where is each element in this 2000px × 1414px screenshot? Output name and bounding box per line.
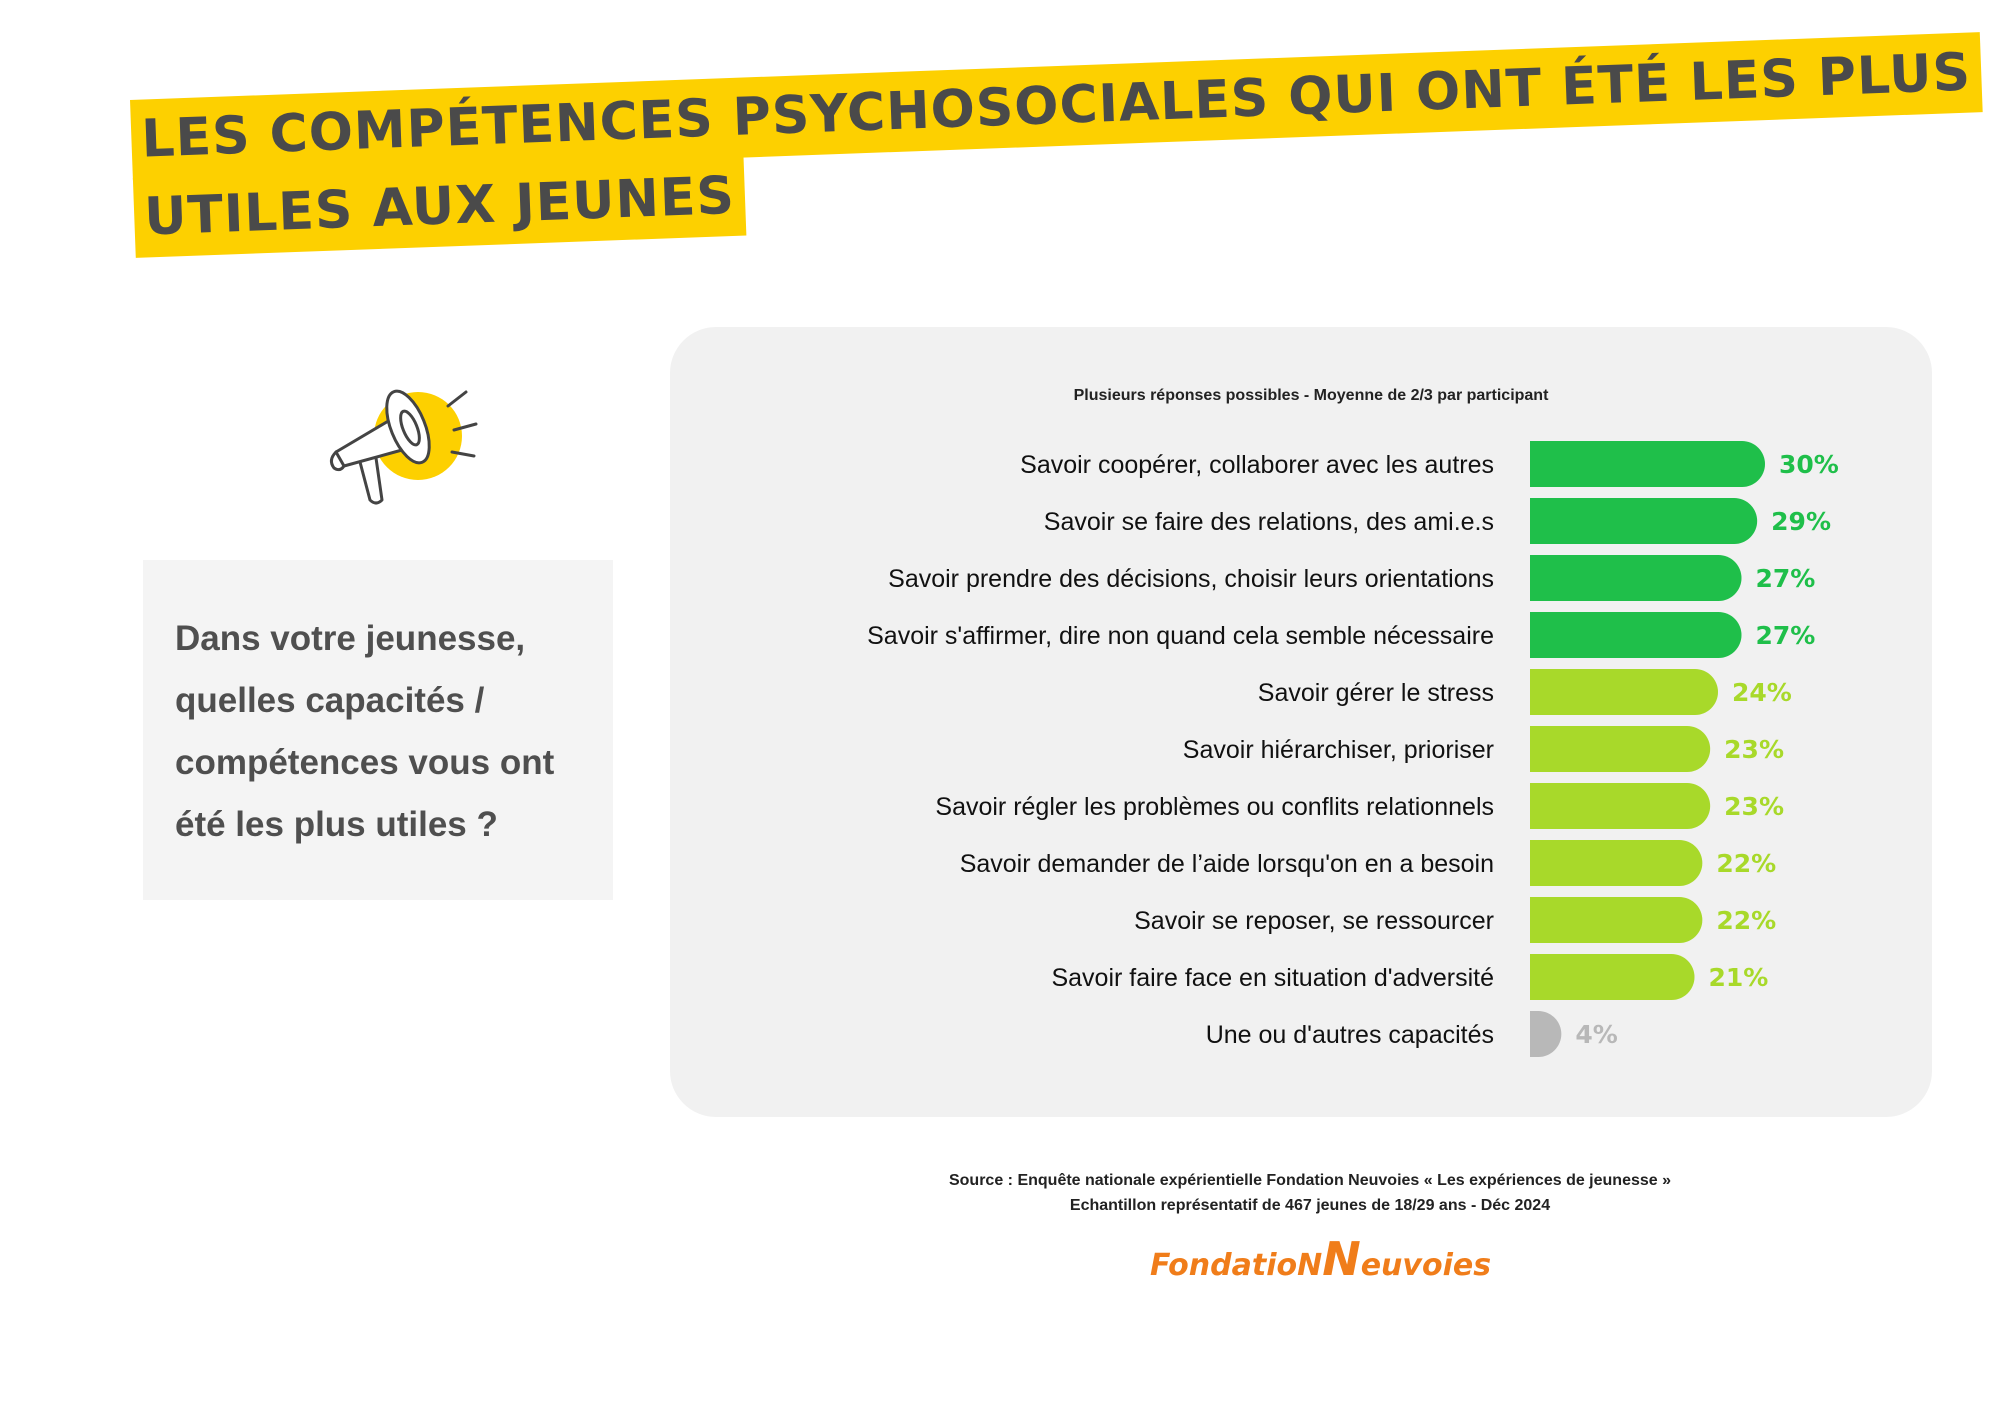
megaphone-icon xyxy=(320,380,500,520)
category-label: Savoir coopérer, collaborer avec les aut… xyxy=(1020,451,1494,479)
category-label: Savoir se faire des relations, des ami.e… xyxy=(1044,508,1494,536)
source-line-2: Echantillon représentatif de 467 jeunes … xyxy=(1069,1197,1551,1214)
bar xyxy=(1530,441,1765,487)
bar xyxy=(1530,897,1703,943)
value-label: 4% xyxy=(1575,1020,1617,1049)
bar xyxy=(1530,612,1742,658)
category-label: Savoir régler les problèmes ou conflits … xyxy=(935,793,1494,821)
bar xyxy=(1530,954,1695,1000)
category-label: Savoir prendre des décisions, choisir le… xyxy=(888,565,1494,593)
value-label: 23% xyxy=(1724,735,1784,764)
value-label: 27% xyxy=(1756,621,1816,650)
category-label: Une ou d'autres capacités xyxy=(1206,1021,1494,1049)
value-label: 22% xyxy=(1716,906,1776,935)
category-label: Savoir gérer le stress xyxy=(1258,679,1494,707)
value-label: 22% xyxy=(1716,849,1776,878)
category-label: Savoir demander de l’aide lorsqu'on en a… xyxy=(960,850,1494,878)
bar xyxy=(1530,555,1742,601)
bar-chart: Plusieurs réponses possibles - Moyenne d… xyxy=(867,387,1839,1057)
bar xyxy=(1530,498,1758,544)
bar xyxy=(1530,669,1718,715)
bar xyxy=(1530,783,1711,829)
category-label: Savoir se reposer, se ressourcer xyxy=(1134,907,1494,935)
bar xyxy=(1530,1011,1562,1057)
source-note: Source : Enquête nationale expérientiell… xyxy=(880,1168,1740,1218)
question-box: Dans votre jeunesse, quelles capacités /… xyxy=(143,560,613,900)
chart-subtitle: Plusieurs réponses possibles - Moyenne d… xyxy=(1074,387,1549,404)
category-label: Savoir faire face en situation d'adversi… xyxy=(1051,964,1494,992)
bar xyxy=(1530,840,1703,886)
value-label: 21% xyxy=(1709,963,1769,992)
chart-panel: Plusieurs réponses possibles - Moyenne d… xyxy=(670,327,1932,1117)
value-label: 30% xyxy=(1779,450,1839,479)
logo-text-3: euvoies xyxy=(1360,1248,1492,1283)
category-label: Savoir s'affirmer, dire non quand cela s… xyxy=(867,622,1494,650)
page-title-line-1: LES COMPÉTENCES PSYCHOSOCIALES QUI ONT É… xyxy=(130,32,1983,180)
title-block: LES COMPÉTENCES PSYCHOSOCIALES QUI ONT É… xyxy=(130,32,1985,258)
value-label: 23% xyxy=(1724,792,1784,821)
logo-text-1: FondatioN xyxy=(1150,1248,1323,1283)
value-label: 24% xyxy=(1732,678,1792,707)
logo-text-2: N xyxy=(1322,1232,1361,1286)
fondation-neuvoies-logo: FondatioNNeuvoies xyxy=(1150,1232,1491,1286)
category-label: Savoir hiérarchiser, prioriser xyxy=(1183,736,1494,764)
value-label: 27% xyxy=(1756,564,1816,593)
bars-group: Savoir coopérer, collaborer avec les aut… xyxy=(867,441,1839,1057)
bar xyxy=(1530,726,1711,772)
source-line-1: Source : Enquête nationale expérientiell… xyxy=(948,1172,1672,1189)
question-text: Dans votre jeunesse, quelles capacités /… xyxy=(175,619,555,844)
value-label: 29% xyxy=(1771,507,1831,536)
